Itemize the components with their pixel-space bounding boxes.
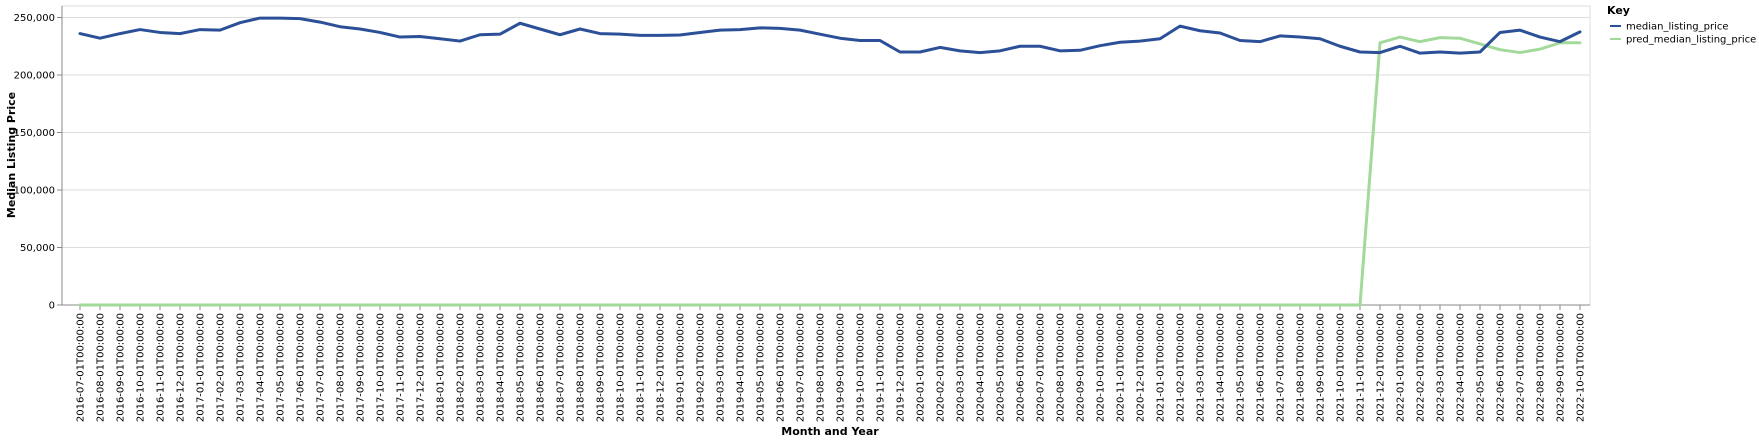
x-tick-label: 2021-09-01T00:00:00	[1316, 313, 1327, 422]
y-tick-label: 50,000	[20, 243, 55, 254]
x-tick-label: 2021-07-01T00:00:00	[1276, 313, 1287, 422]
legend-title: Key	[1607, 4, 1630, 17]
x-tick-label: 2019-05-01T00:00:00	[756, 313, 767, 422]
x-tick-label: 2021-02-01T00:00:00	[1176, 313, 1187, 422]
x-tick-label: 2020-07-01T00:00:00	[1036, 313, 1047, 422]
x-tick-label: 2019-11-01T00:00:00	[876, 313, 887, 422]
x-tick-label: 2021-12-01T00:00:00	[1376, 313, 1387, 422]
x-tick-label: 2018-01-01T00:00:00	[436, 313, 447, 422]
x-tick-label: 2016-07-01T00:00:00	[76, 313, 87, 422]
x-tick-label: 2022-08-01T00:00:00	[1536, 313, 1547, 422]
x-tick-label: 2016-10-01T00:00:00	[136, 313, 147, 422]
y-axis: 0 50,000 100,000 150,000 200,000 250,000	[14, 6, 63, 312]
y-axis-title: Median Listing Price	[5, 92, 18, 218]
y-tick-label: 150,000	[14, 128, 55, 139]
x-tick-label: 2017-10-01T00:00:00	[376, 313, 387, 422]
x-tick-label: 2017-05-01T00:00:00	[276, 313, 287, 422]
x-tick-label: 2019-10-01T00:00:00	[856, 313, 867, 422]
x-tick-label: 2017-08-01T00:00:00	[336, 313, 347, 422]
x-tick-label: 2016-09-01T00:00:00	[116, 313, 127, 422]
x-tick-label: 2021-10-01T00:00:00	[1336, 313, 1347, 422]
x-tick-label: 2022-05-01T00:00:00	[1476, 313, 1487, 422]
x-tick-label: 2017-06-01T00:00:00	[296, 313, 307, 422]
x-tick-label: 2018-10-01T00:00:00	[616, 313, 627, 422]
series-layer	[78, 16, 1582, 307]
x-tick-label: 2020-11-01T00:00:00	[1116, 313, 1127, 422]
legend: Key median_listing_price pred_median_list…	[1607, 4, 1756, 46]
x-tick-label: 2022-06-01T00:00:00	[1496, 313, 1507, 422]
legend-label: pred_median_listing_price	[1626, 35, 1756, 46]
y-tick-label: 100,000	[14, 186, 55, 197]
x-tick-label: 2018-03-01T00:00:00	[476, 313, 487, 422]
x-tick-label: 2018-09-01T00:00:00	[596, 313, 607, 422]
x-tick-label: 2020-09-01T00:00:00	[1076, 313, 1087, 422]
x-tick-label: 2022-07-01T00:00:00	[1516, 313, 1527, 422]
x-tick-label: 2020-05-01T00:00:00	[996, 313, 1007, 422]
x-tick-label: 2019-08-01T00:00:00	[816, 313, 827, 422]
x-tick-label: 2021-03-01T00:00:00	[1196, 313, 1207, 422]
x-tick-label: 2021-01-01T00:00:00	[1156, 313, 1167, 422]
x-axis: 2016-07-01T00:00:00 2016-08-01T00:00:00 20…	[62, 304, 1590, 422]
x-tick-label: 2016-11-01T00:00:00	[156, 313, 167, 422]
x-tick-label: 2022-10-01T00:00:00	[1576, 313, 1587, 422]
x-tick-label: 2017-04-01T00:00:00	[256, 313, 267, 422]
x-tick-label: 2018-08-01T00:00:00	[576, 313, 587, 422]
y-tick-label: 250,000	[14, 13, 55, 24]
x-tick-label: 2020-12-01T00:00:00	[1136, 313, 1147, 422]
x-tick-label: 2022-02-01T00:00:00	[1416, 313, 1427, 422]
x-tick-label: 2018-04-01T00:00:00	[496, 313, 507, 422]
x-tick-label: 2018-05-01T00:00:00	[516, 313, 527, 422]
x-tick-label: 2019-07-01T00:00:00	[796, 313, 807, 422]
x-tick-label: 2019-06-01T00:00:00	[776, 313, 787, 422]
plot-background	[61, 5, 1591, 306]
legend-label: median_listing_price	[1626, 22, 1729, 33]
x-tick-label: 2017-07-01T00:00:00	[316, 313, 327, 422]
x-tick-label: 2018-11-01T00:00:00	[636, 313, 647, 422]
x-tick-label: 2022-09-01T00:00:00	[1556, 313, 1567, 422]
x-tick-label: 2020-06-01T00:00:00	[1016, 313, 1027, 422]
x-tick-label: 2018-06-01T00:00:00	[536, 313, 547, 422]
x-tick-label: 2021-11-01T00:00:00	[1356, 313, 1367, 422]
x-tick-label: 2016-08-01T00:00:00	[96, 313, 107, 422]
x-tick-label: 2019-03-01T00:00:00	[716, 313, 727, 422]
x-tick-label: 2019-01-01T00:00:00	[676, 313, 687, 422]
y-tick-label: 200,000	[14, 71, 55, 82]
x-tick-label: 2018-07-01T00:00:00	[556, 313, 567, 422]
x-tick-label: 2017-01-01T00:00:00	[196, 313, 207, 422]
x-tick-label: 2018-02-01T00:00:00	[456, 313, 467, 422]
x-tick-label: 2017-11-01T00:00:00	[396, 313, 407, 422]
y-tick-label: 0	[49, 301, 55, 312]
x-tick-label: 2021-04-01T00:00:00	[1216, 313, 1227, 422]
x-tick-label: 2021-06-01T00:00:00	[1256, 313, 1267, 422]
x-tick-label: 2022-04-01T00:00:00	[1456, 313, 1467, 422]
x-tick-label: 2021-05-01T00:00:00	[1236, 313, 1247, 422]
x-tick-label: 2017-09-01T00:00:00	[356, 313, 367, 422]
x-axis-title: Month and Year	[781, 425, 879, 438]
x-tick-label: 2016-12-01T00:00:00	[176, 313, 187, 422]
series-line-pred_median_listing_price	[78, 35, 1582, 307]
x-tick-label: 2017-02-01T00:00:00	[216, 313, 227, 422]
x-tick-label: 2019-09-01T00:00:00	[836, 313, 847, 422]
series-line-median_listing_price	[78, 16, 1582, 55]
x-tick-label: 2021-08-01T00:00:00	[1296, 313, 1307, 422]
x-tick-label: 2022-03-01T00:00:00	[1436, 313, 1447, 422]
x-tick-label: 2019-02-01T00:00:00	[696, 313, 707, 422]
x-tick-label: 2020-02-01T00:00:00	[936, 313, 947, 422]
x-tick-label: 2018-12-01T00:00:00	[656, 313, 667, 422]
x-tick-label: 2019-04-01T00:00:00	[736, 313, 747, 422]
x-tick-label: 2020-01-01T00:00:00	[916, 313, 927, 422]
x-tick-label: 2020-10-01T00:00:00	[1096, 313, 1107, 422]
x-tick-label: 2017-03-01T00:00:00	[236, 313, 247, 422]
x-tick-label: 2019-12-01T00:00:00	[896, 313, 907, 422]
x-tick-label: 2020-04-01T00:00:00	[976, 313, 987, 422]
x-tick-label: 2022-01-01T00:00:00	[1396, 313, 1407, 422]
x-tick-label: 2020-08-01T00:00:00	[1056, 313, 1067, 422]
x-tick-label: 2017-12-01T00:00:00	[416, 313, 427, 422]
x-tick-label: 2020-03-01T00:00:00	[956, 313, 967, 422]
